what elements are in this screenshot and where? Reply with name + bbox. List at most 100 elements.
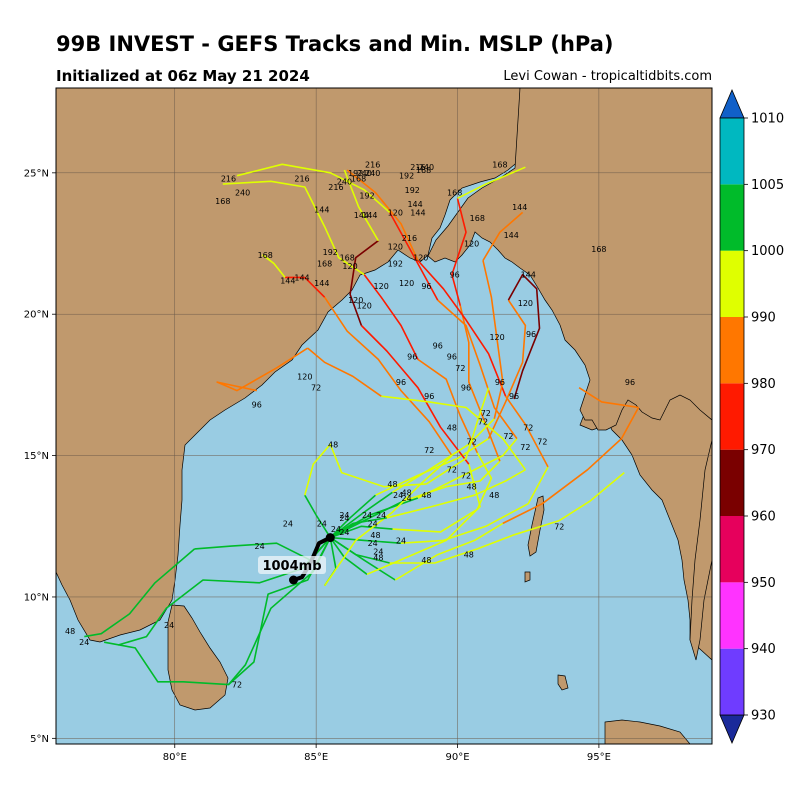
forecast-hour-label: 72 [481, 409, 491, 418]
forecast-hour-label: 120 [413, 254, 428, 263]
forecast-hour-label: 48 [370, 531, 380, 540]
lat-tick-label: 20°N [24, 310, 49, 321]
forecast-hour-label: 216 [365, 160, 380, 169]
forecast-hour-label: 48 [328, 440, 338, 449]
forecast-hour-label: 168 [340, 254, 355, 263]
forecast-hour-label: 216 [221, 174, 236, 183]
forecast-hour-label: 24 [368, 519, 378, 528]
forecast-hour-label: 24 [402, 494, 412, 503]
track-segment [392, 418, 495, 493]
colorbar-band [720, 648, 744, 715]
forecast-hour-label: 120 [388, 242, 403, 251]
track-segment [261, 254, 286, 278]
track-segment [389, 519, 560, 564]
track-segment [330, 536, 402, 544]
forecast-hour-label: 216 [410, 163, 425, 172]
forecast-hour-label: 120 [399, 279, 414, 288]
colorbar-label: 950 [751, 576, 776, 591]
colorbar-label: 930 [751, 709, 776, 724]
track-segment [558, 471, 625, 522]
forecast-hour-label: 72 [503, 432, 513, 441]
track-segment [323, 455, 453, 587]
colorbar-over-triangle [719, 88, 745, 119]
forecast-hour-label: 24 [317, 519, 327, 528]
ensemble-tracks [84, 163, 640, 686]
forecast-hour-label: 120 [464, 240, 479, 249]
forecast-hour-label: 96 [407, 353, 417, 362]
forecast-hour-label: 144 [354, 211, 369, 220]
forecast-hour-label: 192 [399, 172, 414, 181]
track-segment [394, 522, 504, 581]
track-segment [417, 259, 507, 397]
pressure-colorbar: 930 940 950 960 970 980 990 1000 1005 1010 [719, 88, 784, 745]
forecast-hour-label: 168 [258, 251, 273, 260]
forecast-hour-label: 168 [492, 160, 507, 169]
forecast-hour-label: 240 [337, 177, 352, 186]
forecast-hour-label: 72 [523, 423, 533, 432]
forecast-hour-label: 24 [254, 542, 264, 551]
forecast-hour-label: 192 [323, 248, 338, 257]
forecast-hour-label: 96 [424, 392, 434, 401]
track-segment [381, 395, 527, 471]
track-segment [329, 536, 396, 581]
land-nicobar-south [557, 674, 569, 691]
forecast-hour-label: 24 [79, 638, 89, 647]
forecast-hour-label: 96 [450, 271, 460, 280]
track-segment [330, 525, 393, 539]
forecast-hour-label: 240 [419, 163, 434, 172]
forecast-hour-label: 240 [365, 169, 380, 178]
colorbar-band [720, 383, 744, 450]
forecast-hour-label: 120 [297, 372, 312, 381]
colorbar-label: 980 [751, 377, 776, 392]
forecast-hour-label: 120 [342, 262, 357, 271]
forecast-hour-label: 144 [407, 200, 422, 209]
axis-ticks: 80°E 85°E 90°E 95°E 5°N 10°N 15°N 20°N 25°N [24, 168, 611, 763]
forecast-hour-label: 120 [518, 299, 533, 308]
lat-tick-label: 5°N [30, 734, 49, 745]
forecast-hour-label: 144 [280, 276, 295, 285]
forecast-hour-label: 216 [328, 183, 343, 192]
forecast-hour-label: 72 [311, 384, 321, 393]
track-segment [417, 358, 479, 454]
forecast-hour-label: 240 [357, 169, 372, 178]
forecast-hour-label: 96 [509, 392, 519, 401]
lat-tick-label: 10°N [24, 592, 49, 603]
track-segment [386, 469, 526, 519]
forecast-hour-label: 120 [388, 208, 403, 217]
forecast-hour-label: 24 [376, 511, 386, 520]
forecast-hour-label: 72 [461, 471, 471, 480]
forecast-hour-label: 72 [424, 446, 434, 455]
forecast-hour-label: 144 [521, 271, 536, 280]
forecast-hour-label: 48 [421, 556, 431, 565]
colorbar-frame [719, 117, 745, 716]
forecast-hour-label: 144 [362, 211, 377, 220]
forecast-hour-label: 48 [464, 551, 474, 560]
forecast-hour-label: 144 [410, 208, 425, 217]
forecast-hour-label: 24 [373, 548, 383, 557]
track-segment [502, 407, 640, 525]
track-segment [285, 276, 326, 298]
forecast-hour-label: 96 [461, 384, 471, 393]
track-segment [304, 494, 331, 539]
forecast-hour-label: 168 [215, 197, 230, 206]
track-segment [360, 324, 470, 465]
forecast-hour-label: 48 [447, 423, 457, 432]
colorbar-label: 940 [751, 642, 776, 657]
colorbar-band [720, 184, 744, 251]
lat-tick-label: 25°N [24, 168, 49, 179]
forecast-hour-label: 72 [232, 681, 242, 690]
forecast-hour-label: 48 [489, 491, 499, 500]
track-segment [459, 305, 501, 462]
forecast-hour-label: 96 [396, 378, 406, 387]
track-segment [457, 166, 526, 200]
track-segment [346, 169, 419, 261]
track-segment [388, 212, 439, 301]
forecast-hour-label: 24 [362, 511, 372, 520]
gridlines [56, 88, 712, 744]
land-andaman [527, 495, 545, 557]
forecast-hour-label: 96 [526, 330, 536, 339]
colorbar-label: 1000 [751, 244, 784, 259]
forecast-hour-label: 96 [495, 378, 505, 387]
author-credit: Levi Cowan - tropicaltidbits.com [503, 69, 712, 84]
forecast-hour-label: 144 [314, 279, 329, 288]
